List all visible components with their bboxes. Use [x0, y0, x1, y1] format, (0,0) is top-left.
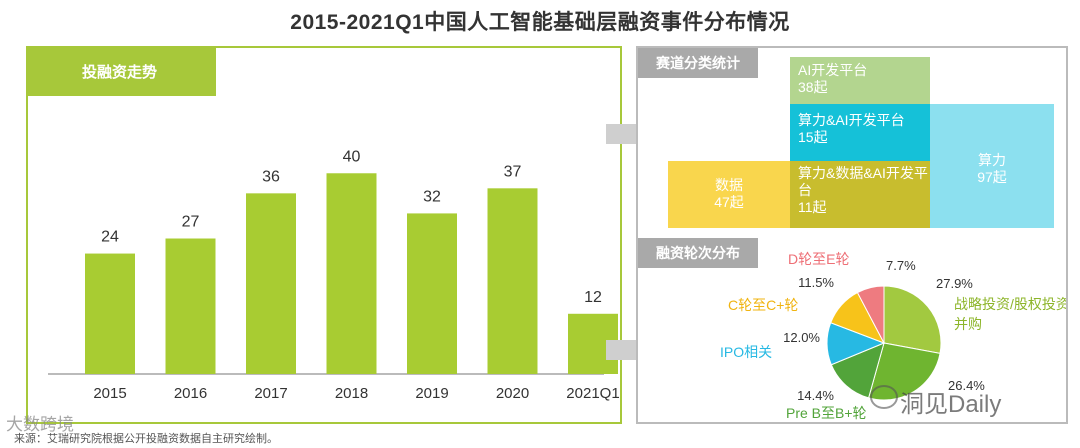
- track-count: 38起: [798, 79, 828, 95]
- x-tick-label: 2016: [174, 385, 207, 402]
- pie-percent-label: 12.0%: [783, 330, 820, 345]
- track-count: 47起: [714, 194, 744, 210]
- bar-value-label: 27: [182, 214, 200, 231]
- track-label: 算力: [978, 152, 1006, 168]
- track-label: AI开发平台: [798, 62, 868, 78]
- pie-percent-label: 14.4%: [797, 388, 834, 403]
- x-tick-label: 2017: [254, 385, 287, 402]
- track-label: 数据: [715, 177, 743, 193]
- wechat-icon: [870, 385, 898, 409]
- track-count: 15起: [798, 129, 828, 145]
- breakdown-panel: 赛道分类统计 AI开发平台 38起 算力&AI开发平台 15起 算力 97起 数…: [636, 46, 1068, 424]
- bar: [326, 173, 377, 374]
- pie-category-label: 战略投资/股权投资: [954, 296, 1066, 312]
- bar: [487, 188, 538, 374]
- funding-rounds-header: 融资轮次分布: [638, 238, 758, 268]
- pie-category-label: IPO相关: [720, 344, 772, 360]
- pie-percent-label: 7.7%: [886, 258, 916, 273]
- track-label: 算力&AI开发平台: [798, 112, 905, 128]
- track-compute-data-ai-platform: 算力&数据&AI开发平台 11起: [790, 161, 930, 228]
- pie-percent-label: 11.5%: [798, 275, 834, 290]
- watermark-left: 大数跨境: [6, 415, 74, 434]
- x-tick-label: 2021Q1: [566, 385, 619, 402]
- x-tick-label: 2015: [93, 385, 126, 402]
- pie-category-label: 并购: [954, 316, 982, 332]
- x-tick-label: 2020: [496, 385, 529, 402]
- pie-category-label: C轮至C+轮: [728, 297, 798, 313]
- pie-category-label: D轮至E轮: [788, 251, 849, 267]
- source-note: 来源：艾瑞研究院根据公开投融资数据自主研究绘制。: [14, 433, 278, 445]
- track-label: 算力&数据&AI开发平台: [798, 165, 928, 198]
- bar-value-label: 32: [423, 188, 441, 205]
- track-compute: 算力 97起: [930, 104, 1054, 228]
- track-stats-header: 赛道分类统计: [638, 48, 758, 78]
- funding-trend-header: 投融资走势: [28, 48, 216, 96]
- bar: [85, 253, 135, 374]
- pie-slice: [856, 285, 885, 344]
- track-ai-platform: AI开发平台 38起: [790, 57, 930, 104]
- page-title: 2015-2021Q1中国人工智能基础层融资事件分布情况: [290, 11, 790, 34]
- pie-category-label: Pre B至B+轮: [786, 405, 867, 421]
- funding-rounds-pie-chart: 27.9% 26.4% 14.4% 12.0% 11.5% 7.7% 战略投资/股权投资并购…: [720, 251, 1066, 421]
- track-count: 97起: [977, 169, 1007, 185]
- pie-percent-label: 26.4%: [948, 378, 985, 393]
- bar-value-label: 37: [504, 163, 522, 180]
- track-compute-ai-platform: 算力&AI开发平台 15起: [790, 104, 930, 161]
- pie-slice: [883, 285, 942, 355]
- x-tick-label: 2019: [415, 385, 448, 402]
- pie-percent-label: 27.9%: [936, 276, 973, 291]
- bar-value-label: 24: [101, 229, 119, 246]
- track-data: 数据 47起: [668, 161, 790, 228]
- funding-trend-title: 投融资走势: [82, 64, 158, 81]
- bar: [246, 193, 296, 374]
- pie-slice: [830, 342, 885, 399]
- x-tick-label: 2018: [335, 385, 368, 402]
- bar: [407, 213, 457, 374]
- bar: [165, 238, 216, 374]
- funding-trend-bar-chart: 24 2015 27 2016 36 2017 40 2018 32 2019 37 2020 12 20…: [48, 148, 620, 402]
- track-count: 11起: [798, 199, 827, 215]
- bar-value-label: 36: [262, 168, 280, 185]
- watermark-right: 洞见Daily: [900, 391, 1002, 418]
- funding-trend-panel: 投融资走势 24 2015 27 2016 36 2017 40 2018 32 2019 37 20…: [26, 46, 622, 424]
- bar-value-label: 40: [343, 148, 361, 165]
- bar-value-label: 12: [584, 289, 602, 306]
